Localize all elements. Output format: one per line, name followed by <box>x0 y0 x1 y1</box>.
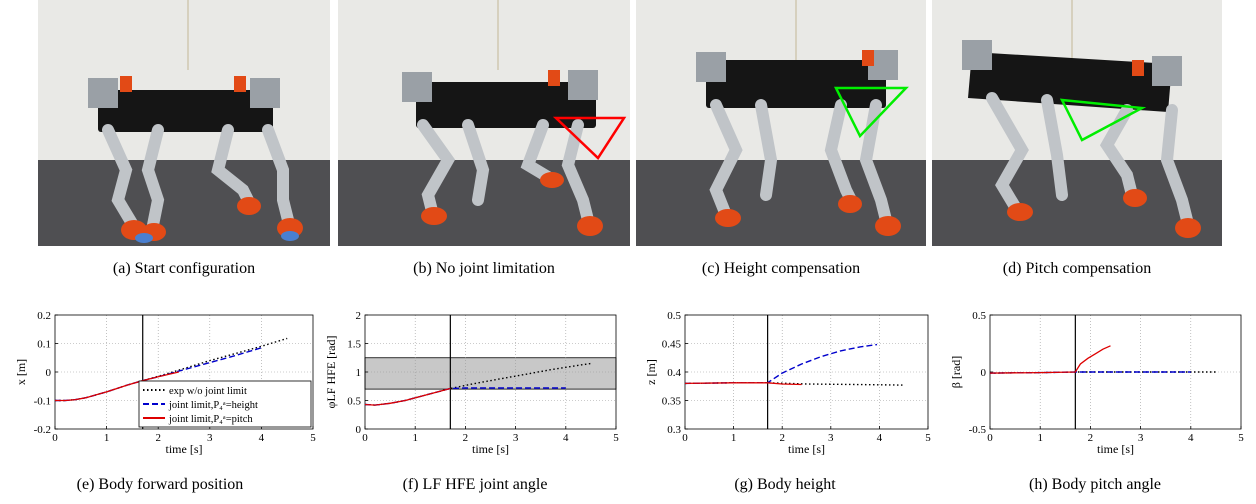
y-tick-label: 0.2 <box>37 310 51 322</box>
y-tick-label: 0.5 <box>667 310 681 322</box>
caption-g: (g) Body height <box>734 476 836 493</box>
robot-photo-d <box>932 0 1222 246</box>
robot-photo-c <box>636 0 926 246</box>
x-tick-label: 0 <box>682 432 688 444</box>
x-tick-label: 1 <box>412 432 418 444</box>
x-tick-label: 3 <box>1138 432 1144 444</box>
red-angle-annotation <box>552 116 627 160</box>
robot-photo-b <box>338 0 630 246</box>
x-axis-label: time [s] <box>1097 442 1134 456</box>
y-tick-label: -0.1 <box>34 396 51 408</box>
x-tick-label: 2 <box>779 432 785 444</box>
y-tick-label: 0.3 <box>667 424 681 436</box>
x-axis-label: time [s] <box>472 442 509 456</box>
chart-body-forward-position: 0 1 2 3 4 5 -0.2 -0.1 0 0.1 0.2 time [s] x [m] exp w/… <box>14 310 316 456</box>
y-axis-label: x [m] <box>14 359 28 385</box>
x-tick-label: 3 <box>828 432 834 444</box>
x-axis-label: time [s] <box>166 442 203 456</box>
x-tick-label: 5 <box>613 432 619 444</box>
y-axis-label: φLF HFE [rad] <box>324 336 338 409</box>
x-tick-label: 2 <box>463 432 469 444</box>
x-tick-label: 1 <box>731 432 737 444</box>
x-tick-label: 0 <box>362 432 368 444</box>
joint-limit-band <box>364 357 617 390</box>
y-tick-label: 2 <box>356 310 362 322</box>
x-axis-label: time [s] <box>788 442 825 456</box>
x-tick-label: 2 <box>155 432 161 444</box>
green-pitch-annotation <box>1059 98 1147 142</box>
robot-photo-a <box>38 0 330 246</box>
plot-body-pitch-angle: 0 1 2 3 4 5 -0.5 0 0.5 time [s] β [rad] <box>940 300 1250 470</box>
caption-h: (h) Body pitch angle <box>1029 476 1161 493</box>
y-axis-label: β [rad] <box>949 356 963 388</box>
y-tick-label: 0 <box>981 367 987 379</box>
y-tick-label: -0.2 <box>34 424 51 436</box>
photo-no-joint-limitation <box>338 0 630 246</box>
series-pitch <box>55 371 179 402</box>
legend-label-exp: exp w/o joint limit <box>169 386 247 397</box>
series-pitch <box>684 382 802 386</box>
y-tick-label: 0.5 <box>972 310 986 322</box>
plot-lf-hfe-joint-angle: 0 1 2 3 4 5 0 0.5 1 1.5 2 time [s] φLF HFE [rad] <box>320 300 630 470</box>
y-tick-label: 0.35 <box>662 396 682 408</box>
x-tick-label: 3 <box>207 432 213 444</box>
caption-c: (c) Height compensation <box>701 260 861 277</box>
x-tick-label: 3 <box>513 432 519 444</box>
x-tick-label: 4 <box>1188 432 1194 444</box>
series-pitch <box>989 345 1111 374</box>
y-tick-label: 0.4 <box>667 367 681 379</box>
x-tick-label: 5 <box>1238 432 1244 444</box>
x-tick-label: 4 <box>877 432 883 444</box>
x-tick-label: 0 <box>52 432 58 444</box>
legend-box <box>138 380 312 428</box>
y-tick-label: 1.5 <box>347 339 361 351</box>
caption-e: (e) Body forward position <box>76 476 244 493</box>
legend-label-pitch: joint limit,P₄ᵃ=pitch <box>168 414 253 425</box>
y-tick-label: 1 <box>356 367 362 379</box>
y-tick-label: 0 <box>356 424 362 436</box>
plot-body-forward-position: 0 1 2 3 4 5 -0.2 -0.1 0 0.1 0.2 time [s] x [m] exp w/… <box>0 300 320 470</box>
photo-start-configuration <box>38 0 330 246</box>
plot-body-height: 0 1 2 3 4 5 0.3 0.35 0.4 0.45 0.5 time [s] z [m] <box>630 300 940 470</box>
series-pitch <box>364 387 451 406</box>
y-tick-label: 0 <box>46 367 52 379</box>
photo-height-compensation <box>636 0 926 246</box>
green-angle-annotation <box>833 86 909 139</box>
y-tick-label: -0.5 <box>969 424 987 436</box>
y-tick-label: 0.1 <box>37 339 51 351</box>
y-tick-label: 0.45 <box>662 339 682 351</box>
caption-f: (f) LF HFE joint angle <box>402 476 548 493</box>
x-tick-label: 0 <box>987 432 993 444</box>
y-axis-label: z [m] <box>644 359 658 385</box>
x-tick-label: 5 <box>925 432 931 444</box>
x-tick-label: 4 <box>259 432 265 444</box>
caption-d: (d) Pitch compensation <box>1002 260 1152 277</box>
chart-body-height: 0 1 2 3 4 5 0.3 0.35 0.4 0.45 0.5 time [s] z [m] <box>644 310 931 456</box>
caption-a: (a) Start configuration <box>112 260 256 277</box>
x-tick-label: 5 <box>310 432 316 444</box>
x-tick-label: 1 <box>1037 432 1043 444</box>
x-tick-label: 1 <box>104 432 110 444</box>
series-height <box>684 343 878 385</box>
legend-label-height: joint limit,P₄ᵃ=height <box>168 400 258 411</box>
caption-b: (b) No joint limitation <box>413 260 555 277</box>
x-tick-label: 4 <box>563 432 569 444</box>
x-tick-label: 2 <box>1088 432 1094 444</box>
photo-pitch-compensation <box>932 0 1222 246</box>
y-tick-label: 0.5 <box>347 396 361 408</box>
